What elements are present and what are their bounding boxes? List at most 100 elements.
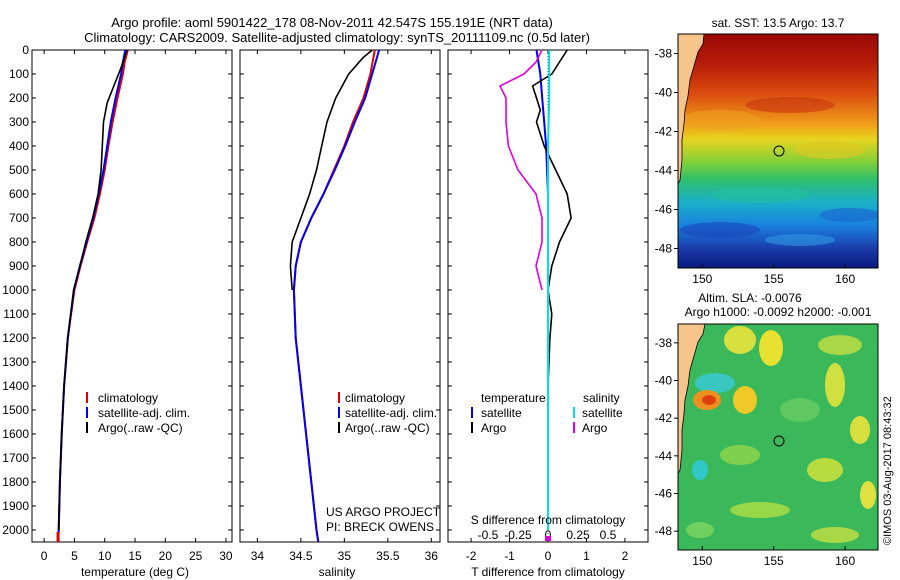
s-tick-label: 0.5 [600, 528, 617, 542]
x-tick-label: 15 [128, 549, 142, 563]
difference-depth-ticks [448, 49, 648, 531]
lon-tick-label: 160 [835, 272, 855, 286]
sla-map-ticks: -38 -40 -42 -44 -46 -48 150 155 160 [655, 336, 856, 568]
lat-tick-label: -44 [655, 164, 673, 178]
t-difference-xlabel: T difference from climatology [471, 565, 625, 579]
series-line [289, 49, 373, 291]
sst-map: sat. SST: 13.5 Argo: 13.7 -38 -40 -42 -44 -4… [655, 16, 879, 287]
x-tick-label: 1 [583, 549, 590, 563]
lon-tick-label: 155 [764, 272, 784, 286]
x-tick-label: 36 [425, 549, 439, 563]
bottom-marker [545, 536, 551, 541]
sla-map: Altim. SLA: -0.0076 Argo h1000: -0.0092 … [655, 291, 879, 568]
series-line [535, 49, 549, 530]
salinity-panel: 34 34.5 35 35.5 36 salinity climatology sate… [239, 49, 441, 579]
depth-tick-label: 700 [9, 211, 29, 225]
s-difference-axis: -0.5 -0.25 0 0.25 0.5 [478, 528, 617, 542]
title-line-1: Argo profile: aoml 5901422_178 08-Nov-20… [111, 15, 553, 30]
temperature-series [56, 49, 129, 543]
t-difference-x-axis: -2 -1 0 1 2 [466, 50, 629, 563]
depth-tick-label: 1900 [2, 499, 29, 513]
x-tick-label: 35.5 [376, 549, 400, 563]
s-tick-label: 0 [545, 528, 552, 542]
salinity-axes-box [239, 49, 441, 543]
lon-tick-label: 150 [692, 554, 712, 568]
depth-axis: 0 100 200 300 400 500 600 700 800 900 1000 1100 1200… [2, 43, 232, 537]
lat-tick-label: -46 [655, 203, 673, 217]
legend-s-argo-label: Argo [582, 421, 608, 435]
depth-tick-label: 2000 [2, 523, 29, 537]
x-tick-label: 2 [622, 549, 629, 563]
legend-t-satellite-label: satellite [481, 406, 522, 420]
legend-satellite-label-2: satellite-adj. clim. [345, 406, 437, 420]
sla-argo-position [773, 435, 785, 447]
temperature-panel: 0100200300400500600700800900100011001200… [2, 43, 233, 579]
lon-tick-label: 150 [692, 272, 712, 286]
project-line-1: US ARGO PROJECT [326, 505, 441, 519]
series-line [57, 49, 128, 531]
s-difference-label: S difference from climatology [471, 513, 626, 527]
x-tick-label: 0 [545, 549, 552, 563]
depth-tick-label: 800 [9, 235, 29, 249]
s-tick-label: -0.5 [478, 528, 499, 542]
legend-s-satellite-label: satellite [582, 406, 623, 420]
salinity-series [289, 49, 381, 543]
lat-tick-label: -42 [655, 125, 673, 139]
series-line [499, 49, 543, 291]
series-line [57, 49, 127, 543]
series-line [292, 49, 381, 543]
x-tick-label: -2 [466, 549, 477, 563]
x-tick-label: 10 [98, 549, 112, 563]
depth-tick-label: 0 [22, 43, 29, 57]
depth-tick-label: 300 [9, 115, 29, 129]
salinity-legend: climatology satellite-adj. clim. Argo(..… [338, 391, 437, 435]
series-line [292, 49, 376, 543]
temperature-x-axis: 0 5 10 15 20 25 30 [41, 50, 233, 563]
series-line [57, 49, 129, 543]
x-tick-label: 35 [338, 549, 352, 563]
depth-tick-label: 1100 [3, 307, 29, 321]
watermark: ©IMOS 03-Aug-2017 08:43:32 [882, 396, 894, 545]
s-tick-label: 0.25 [566, 528, 590, 542]
x-tick-label: 30 [219, 549, 233, 563]
x-tick-label: 25 [189, 549, 203, 563]
depth-tick-label: 1800 [2, 475, 29, 489]
series-line [547, 50, 551, 530]
depth-tick-label: 1400 [2, 379, 29, 393]
lon-tick-label: 160 [835, 554, 855, 568]
sst-argo-position [773, 145, 785, 157]
legend-satellite-label: satellite-adj. clim. [98, 406, 190, 420]
sst-map-title: sat. SST: 13.5 Argo: 13.7 [712, 16, 845, 30]
series-line [531, 49, 572, 530]
lat-tick-label: -46 [655, 487, 673, 501]
depth-tick-label: 1300 [2, 355, 29, 369]
x-tick-label: 34.5 [289, 549, 313, 563]
depth-tick-label: 1600 [2, 427, 29, 441]
sla-map-title-line-2: Argo h1000: -0.0092 h2000: -0.001 [685, 305, 872, 319]
s-tick-label: -0.25 [504, 528, 532, 542]
difference-legend: temperature satellite Argo salinity sate… [471, 391, 623, 435]
depth-tick-label: 1700 [2, 451, 29, 465]
x-tick-label: 0 [41, 549, 48, 563]
lat-tick-label: -44 [655, 449, 673, 463]
x-tick-label: -1 [504, 549, 515, 563]
legend-temperature-heading: temperature [481, 391, 546, 405]
sla-map-frame [677, 323, 879, 551]
depth-tick-label: 1500 [2, 403, 29, 417]
legend-climatology-label-2: climatology [345, 391, 405, 405]
depth-tick-label: 400 [9, 139, 29, 153]
depth-tick-label: 100 [9, 67, 29, 81]
depth-tick-label: 1000 [2, 283, 29, 297]
x-tick-label: 20 [159, 549, 173, 563]
sst-land [678, 34, 705, 185]
sst-map-ticks: -38 -40 -42 -44 -46 -48 150 155 160 [655, 47, 856, 287]
lat-tick-label: -40 [655, 86, 673, 100]
x-tick-label: 34 [251, 549, 265, 563]
lon-tick-label: 155 [764, 554, 784, 568]
legend-t-argo-label: Argo [481, 421, 507, 435]
sst-map-frame [677, 33, 879, 269]
salinity-depth-ticks [240, 49, 440, 531]
depth-tick-label: 500 [9, 163, 29, 177]
salinity-xlabel: salinity [319, 565, 356, 579]
legend-argo-label-2: Argo(..raw -QC) [345, 421, 430, 435]
